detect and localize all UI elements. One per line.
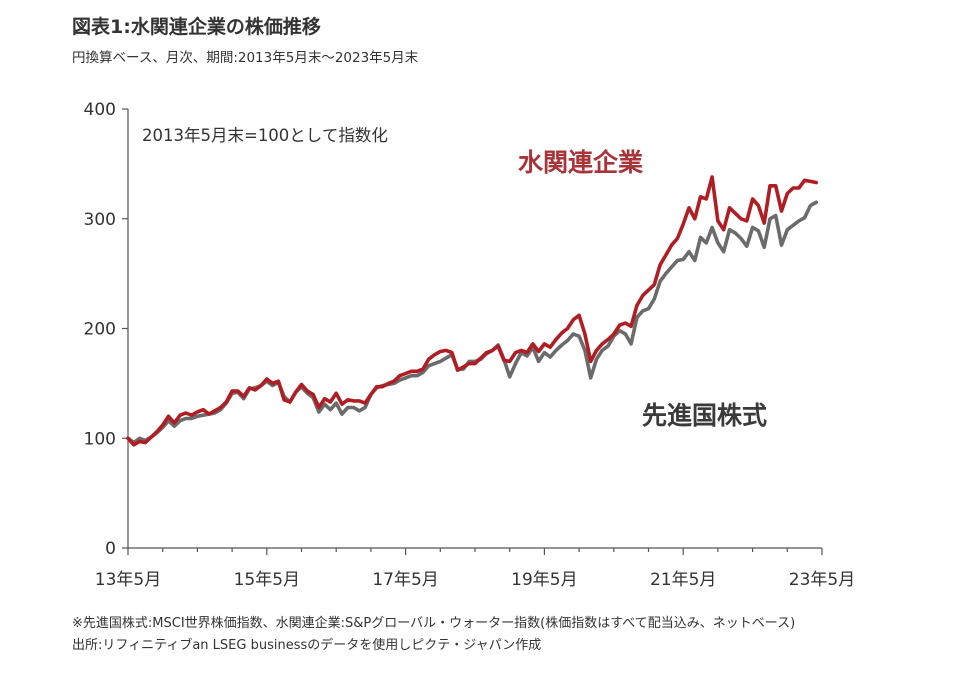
series-lines xyxy=(126,175,818,447)
chart-title: 図表1:水関連企業の株価推移 xyxy=(72,16,321,38)
series-line-water xyxy=(126,175,818,447)
chart-subtitle: 円換算ベース、月次、期間:2013年5月末～2023年5月末 xyxy=(72,50,419,66)
y-tick-label: 0 xyxy=(105,539,116,559)
series-label-water: 水関連企業 xyxy=(518,148,643,177)
index-note: 2013年5月末=100として指数化 xyxy=(142,126,388,145)
x-tick-label: 19年5月 xyxy=(511,570,577,590)
y-tick-label: 100 xyxy=(84,429,116,449)
footnote: ※先進国株式:MSCI世界株価指数、水関連企業:S&Pグローバル・ウォーター指数… xyxy=(72,616,796,631)
x-axis: 13年5月 15年5月 17年5月 19年5月 21年5月 23年5月 xyxy=(95,547,855,590)
source-note: 出所:リフィニティブan LSEG businessのデータを使用しピクテ・ジャ… xyxy=(72,638,542,653)
x-tick-label: 23年5月 xyxy=(789,570,855,590)
series-label-developed: 先進国株式 xyxy=(642,401,767,430)
y-tick-label: 300 xyxy=(84,210,116,230)
y-tick-label: 400 xyxy=(84,100,116,120)
y-axis: 0 100 200 300 400 xyxy=(84,100,129,559)
x-tick-label: 21年5月 xyxy=(650,570,716,590)
x-tick-label: 17年5月 xyxy=(372,570,438,590)
x-tick-label: 15年5月 xyxy=(234,570,300,590)
y-tick-label: 200 xyxy=(84,320,116,340)
x-tick-label: 13年5月 xyxy=(95,570,161,590)
